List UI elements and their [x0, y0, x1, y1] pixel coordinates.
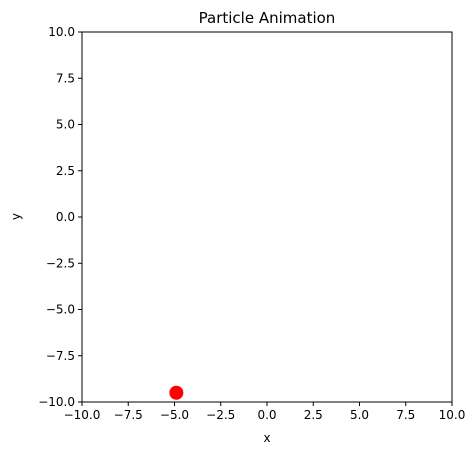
x-tick-label: −10.0: [64, 408, 101, 422]
y-tick-label: −2.5: [46, 256, 75, 270]
y-tick-label: 5.0: [56, 118, 75, 132]
y-tick-label: 2.5: [56, 164, 75, 178]
axis-ticks: −10.0 −7.5 −5.0 −2.5 0.0 2.5 5.0 7.5 10.0 10.0 7.5…: [38, 25, 465, 422]
x-tick-label: −5.0: [160, 408, 189, 422]
chart-title: Particle Animation: [199, 9, 336, 27]
y-tick-label: 7.5: [56, 71, 75, 85]
y-axis-label: y: [9, 213, 23, 220]
y-tick-label: 10.0: [48, 25, 75, 39]
y-tick-label: 0.0: [56, 210, 75, 224]
x-tick-label: 7.5: [396, 408, 415, 422]
y-tick-label: −5.0: [46, 303, 75, 317]
x-tick-label: 5.0: [350, 408, 369, 422]
x-tick-label: −2.5: [206, 408, 235, 422]
x-tick-label: −7.5: [114, 408, 143, 422]
y-tick-label: −7.5: [46, 349, 75, 363]
x-axis-label: x: [263, 431, 270, 445]
y-tick-label: −10.0: [38, 395, 75, 409]
x-tick-label: 10.0: [439, 408, 466, 422]
data-points: [169, 385, 184, 400]
particle-point: [169, 385, 184, 400]
x-tick-label: 2.5: [304, 408, 323, 422]
plot-area-frame: [81, 31, 453, 403]
x-tick-label: 0.0: [257, 408, 276, 422]
